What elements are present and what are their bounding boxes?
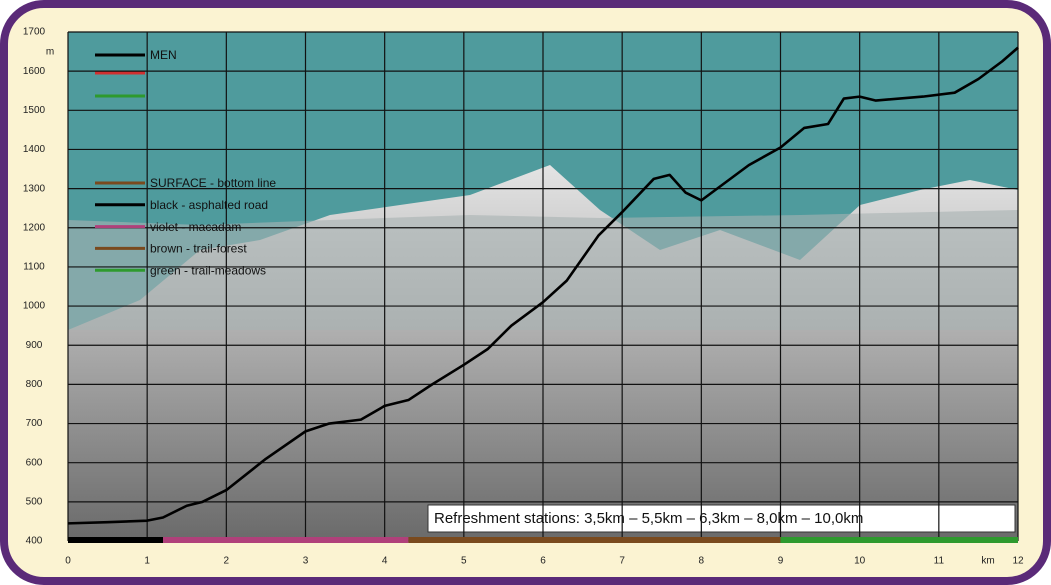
- annotation: Refreshment stations: 3,5km – 5,5km – 6,…: [434, 510, 863, 527]
- x-tick-label: 12: [1012, 556, 1024, 567]
- y-tick-label: 1600: [23, 66, 46, 77]
- y-tick-label: 400: [26, 536, 43, 547]
- x-tick-label: 8: [699, 556, 705, 567]
- x-tick-label: 9: [778, 556, 784, 567]
- y-tick-label: 1100: [23, 262, 45, 273]
- y-tick-label: 1500: [23, 105, 46, 116]
- x-tick-label: 6: [540, 556, 546, 567]
- y-tick-label: 1000: [23, 301, 46, 312]
- legend-label: black - asphalted road: [150, 198, 268, 212]
- y-tick-label: 500: [26, 496, 43, 507]
- surface-segment: [163, 537, 409, 543]
- y-tick-label: 900: [26, 340, 43, 351]
- annotation-box: [427, 504, 1016, 533]
- x-tick-label: 10: [854, 556, 866, 567]
- legend-label: SURFACE - bottom line: [150, 176, 276, 190]
- line: [67, 46, 1019, 525]
- x-tick-label: 1: [144, 556, 150, 567]
- surface-segment: [68, 537, 163, 543]
- legend-label: MEN: [150, 48, 177, 62]
- legend-label: violet - macadam: [150, 220, 241, 234]
- y-tick-label: 1300: [23, 183, 46, 194]
- y-tick-label: 700: [26, 418, 43, 429]
- y-tick-label: 1200: [23, 222, 46, 233]
- x-unit: km: [981, 556, 994, 567]
- legend-label: brown - trail-forest: [150, 242, 247, 256]
- x-tick-label: 5: [461, 556, 467, 567]
- x-tick-label: 11: [934, 556, 945, 567]
- x-tick-label: 3: [303, 556, 309, 567]
- surface-segment: [780, 537, 1018, 543]
- x-tick-label: 7: [619, 556, 625, 567]
- surface-segment: [408, 537, 781, 543]
- x-tick-label: 0: [65, 556, 71, 567]
- y-tick-label: 1400: [23, 144, 46, 155]
- y-tick-label: 1700: [23, 27, 46, 38]
- x-tick-label: 2: [224, 556, 230, 567]
- y-tick-label: 800: [26, 379, 43, 390]
- x-tick-label: 4: [382, 556, 388, 567]
- legend-label: green - trail-meadows: [150, 263, 266, 277]
- y-unit: m: [46, 47, 54, 58]
- y-tick-label: 600: [26, 457, 43, 468]
